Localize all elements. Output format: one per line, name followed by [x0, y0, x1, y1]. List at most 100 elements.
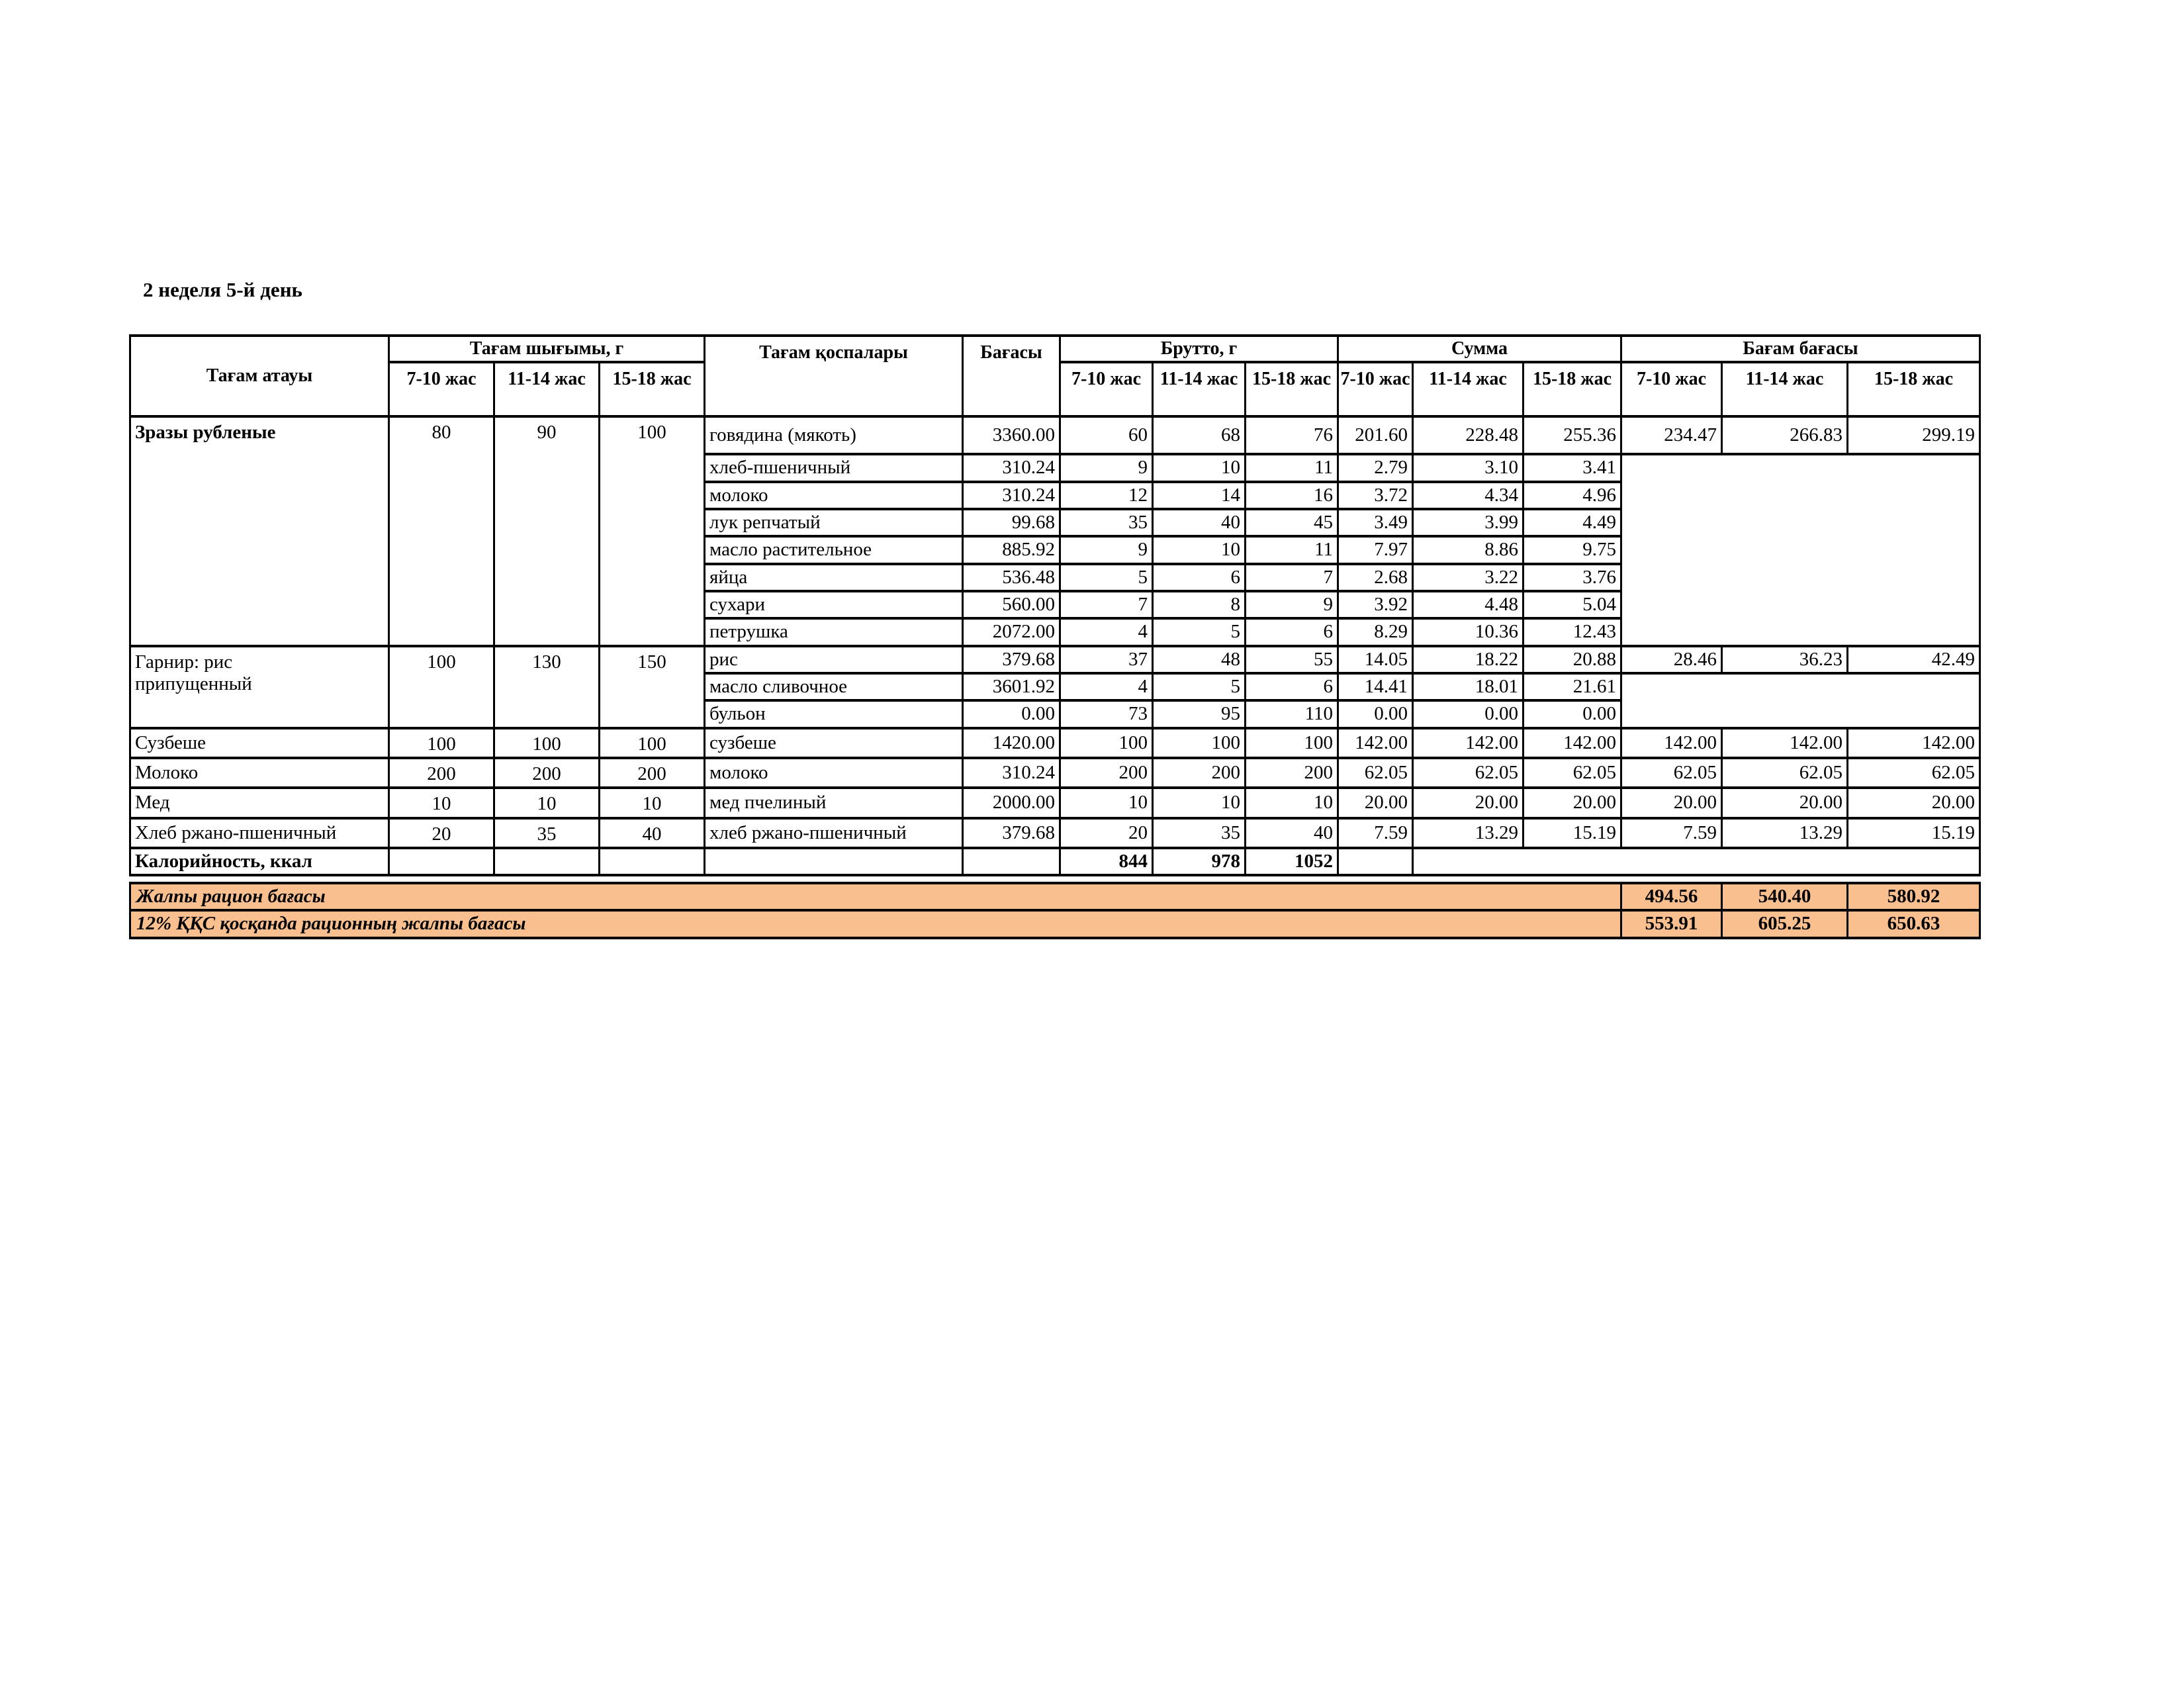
summary-value: 540.40: [1721, 881, 1848, 912]
ingredient-cell: рис: [704, 644, 964, 675]
ingredient-cell: бульон: [704, 699, 964, 729]
table-row: сухари 560.00 7 8 9 3.92 4.48 5.04: [130, 589, 1980, 620]
brutto-cell: 9: [1059, 535, 1154, 565]
brutto-cell: 4: [1059, 617, 1154, 647]
summa-cell: 5.04: [1522, 589, 1622, 620]
header-brutto-group: Брутто, г: [1059, 334, 1339, 364]
brutto-cell: 10: [1244, 786, 1339, 820]
price-cell: 885.92: [962, 535, 1061, 565]
summary-value: 494.56: [1620, 881, 1723, 912]
output-cell: 10: [598, 786, 705, 820]
brutto-cell: 60: [1059, 415, 1154, 456]
header-output-group: Тағам шығымы, г: [388, 334, 705, 364]
table-row: Молоко 200 200 200 молоко 310.24 200 200…: [129, 756, 1981, 790]
output-cell: 200: [598, 756, 705, 790]
brutto-cell: 5: [1059, 562, 1154, 592]
summary-label: 12% ҚҚС қосқанда рационның жалпы бағасы: [129, 909, 1622, 939]
brutto-cell: 7: [1059, 589, 1154, 620]
dish-cell: Хлеб ржано-пшеничный: [129, 816, 390, 850]
summary-value: 605.25: [1721, 909, 1848, 939]
summa-cell: 62.05: [1522, 756, 1622, 790]
ingredient-cell: сухари: [704, 589, 964, 620]
brutto-cell: 7: [1244, 562, 1339, 592]
brutto-cell: 100: [1059, 726, 1154, 759]
brutto-cell: 10: [1152, 453, 1246, 483]
output-cell: 200: [493, 756, 600, 790]
output-cell: 100: [493, 726, 600, 759]
price-cell: 560.00: [962, 589, 1061, 620]
summa-cell: 3.49: [1337, 507, 1414, 538]
table-row: хлеб-пшеничный 310.24 9 10 11 2.79 3.10 …: [130, 453, 1981, 647]
price-cell: 3601.92: [962, 671, 1061, 702]
output-cell: 40: [598, 816, 705, 850]
empty-cell: [1620, 453, 1981, 647]
brutto-cell: 95: [1152, 699, 1246, 729]
calories-cell: 844: [1059, 846, 1154, 877]
header-age: 7-10 жас: [1620, 361, 1723, 418]
header-age: 11-14 жас: [1412, 361, 1524, 418]
empty-cell: [493, 846, 600, 877]
brutto-cell: 35: [1152, 816, 1246, 850]
summa-cell: 8.29: [1337, 617, 1414, 647]
brutto-cell: 73: [1059, 699, 1154, 729]
brutto-cell: 68: [1152, 415, 1246, 456]
header-age: 7-10 жас: [1337, 361, 1414, 418]
header-age: 15-18 жас: [1244, 361, 1339, 418]
dish-price-cell: 266.83: [1721, 415, 1848, 456]
header-age: 15-18 жас: [598, 361, 705, 418]
header-age: 15-18 жас: [1846, 361, 1981, 418]
brutto-cell: 11: [1244, 535, 1339, 565]
price-cell: 2072.00: [962, 617, 1061, 647]
header-age: 15-18 жас: [1522, 361, 1622, 418]
summary-row: Жалпы рацион бағасы 494.56 540.40 580.92: [129, 881, 1981, 912]
dish-price-cell: 42.49: [1846, 644, 1981, 675]
brutto-cell: 5: [1152, 671, 1246, 702]
summa-cell: 3.99: [1412, 507, 1524, 538]
ingredient-cell: петрушка: [704, 617, 964, 647]
summa-cell: 255.36: [1522, 415, 1622, 456]
header-age-row: 7-10 жас 11-14 жас 15-18 жас 7-10 жас 11…: [130, 361, 1981, 418]
brutto-cell: 6: [1244, 671, 1339, 702]
dish-price-cell: 62.05: [1620, 756, 1723, 790]
summa-cell: 0.00: [1522, 699, 1622, 729]
summa-cell: 62.05: [1337, 756, 1414, 790]
output-cell: 10: [493, 786, 600, 820]
summa-cell: 9.75: [1522, 535, 1622, 565]
summa-cell: 0.00: [1412, 699, 1524, 729]
summa-cell: 0.00: [1337, 699, 1414, 729]
menu-table: Тағам атауы Тағам шығымы, г Тағам қоспал…: [129, 334, 1981, 877]
dish-cell: Молоко: [129, 756, 390, 790]
brutto-cell: 9: [1244, 589, 1339, 620]
ingredient-cell: сузбеше: [704, 726, 964, 759]
table-row: молоко 310.24 12 14 16 3.72 4.34 4.96: [130, 480, 1980, 510]
summa-cell: 14.05: [1337, 644, 1414, 675]
summa-cell: 20.00: [1412, 786, 1524, 820]
output-cell: 10: [388, 786, 495, 820]
table-row: петрушка 2072.00 4 5 6 8.29 10.36 12.43: [130, 617, 1980, 647]
price-cell: 379.68: [962, 816, 1061, 850]
dish-price-cell: 142.00: [1846, 726, 1981, 759]
summa-cell: 18.01: [1412, 671, 1524, 702]
brutto-cell: 100: [1152, 726, 1246, 759]
empty-cell: [1620, 671, 1981, 729]
summa-cell: 7.97: [1337, 535, 1414, 565]
brutto-cell: 11: [1244, 453, 1339, 483]
brutto-cell: 200: [1244, 756, 1339, 790]
summa-cell: 14.41: [1337, 671, 1414, 702]
brutto-cell: 110: [1244, 699, 1339, 729]
header-summa-group: Сумма: [1337, 334, 1622, 364]
empty-cell: [598, 846, 705, 877]
brutto-cell: 40: [1152, 507, 1246, 538]
table-row: Зразы рубленые 80 90 100 говядина (мякот…: [129, 415, 1981, 647]
ingredient-cell: мед пчелиный: [704, 786, 964, 820]
brutto-cell: 10: [1152, 786, 1246, 820]
price-cell: 310.24: [962, 480, 1061, 510]
ingredient-cell: говядина (мякоть): [704, 415, 964, 456]
table-row: Сузбеше 100 100 100 сузбеше 1420.00 100 …: [129, 726, 1981, 759]
empty-cell: [962, 846, 1061, 877]
brutto-cell: 48: [1152, 644, 1246, 675]
brutto-cell: 20: [1059, 816, 1154, 850]
brutto-cell: 16: [1244, 480, 1339, 510]
summa-cell: 8.86: [1412, 535, 1524, 565]
summa-cell: 3.92: [1337, 589, 1414, 620]
